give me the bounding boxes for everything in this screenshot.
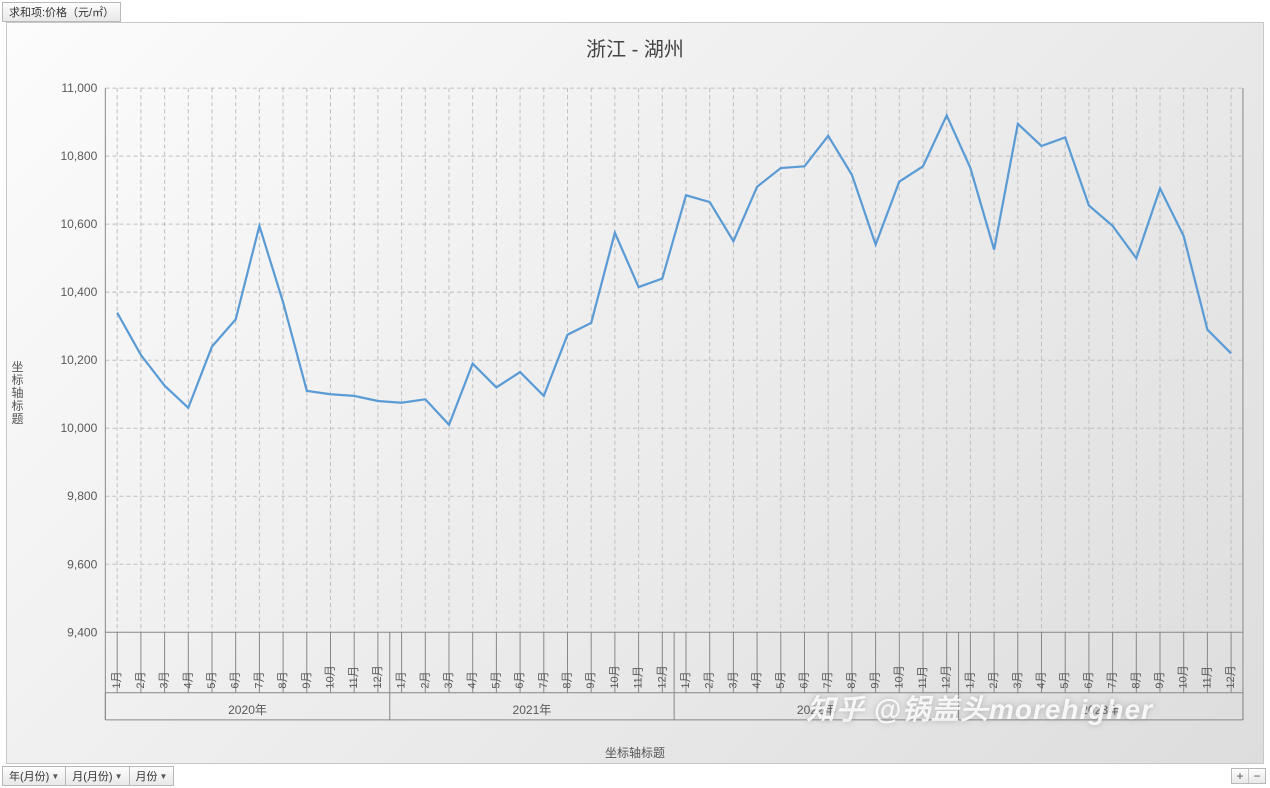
pivot-axis-filter[interactable]: 月份▼: [129, 766, 175, 786]
pivot-field-value-button[interactable]: 求和项:价格（元/㎡）: [2, 2, 121, 22]
svg-text:10,400: 10,400: [60, 285, 97, 299]
svg-text:5月: 5月: [1059, 671, 1071, 688]
chart-area[interactable]: 浙江 - 湖州 坐标轴标题 坐标轴标题 9,400 9,600 9,800 10,00…: [6, 22, 1264, 764]
chart-svg: 9,400 9,600 9,800 10,000 10,200 10,400 10,600 1…: [37, 68, 1253, 733]
y-axis-title: 坐标轴标题: [9, 361, 26, 426]
svg-text:12月: 12月: [372, 665, 384, 688]
chart-title: 浙江 - 湖州: [7, 33, 1263, 62]
svg-text:12月: 12月: [1225, 665, 1237, 688]
svg-text:4月: 4月: [751, 671, 763, 688]
svg-text:5月: 5月: [206, 671, 218, 688]
svg-text:12月: 12月: [941, 665, 953, 688]
svg-text:1月: 1月: [680, 671, 692, 688]
svg-text:1月: 1月: [111, 671, 123, 688]
svg-text:10,800: 10,800: [60, 149, 97, 163]
svg-text:8月: 8月: [846, 671, 858, 688]
svg-text:8月: 8月: [562, 671, 574, 688]
zoom-in-button[interactable]: +: [1232, 769, 1248, 783]
svg-text:7月: 7月: [253, 671, 265, 688]
svg-text:3月: 3月: [727, 671, 739, 688]
svg-text:10月: 10月: [1178, 665, 1190, 688]
svg-text:3月: 3月: [443, 671, 455, 688]
svg-text:11月: 11月: [348, 666, 360, 689]
svg-text:9,800: 9,800: [67, 489, 97, 503]
svg-text:11月: 11月: [917, 666, 929, 689]
svg-text:6月: 6月: [1083, 671, 1095, 688]
plot-area: 9,400 9,600 9,800 10,000 10,200 10,400 10,600 1…: [37, 68, 1253, 733]
filter-label: 月份: [136, 768, 158, 784]
svg-text:3月: 3月: [1012, 671, 1024, 688]
svg-text:9月: 9月: [301, 671, 313, 688]
svg-text:12月: 12月: [656, 665, 668, 688]
svg-text:9,400: 9,400: [67, 625, 97, 639]
svg-text:7月: 7月: [822, 671, 834, 688]
pivot-axis-filters: 年(月份)▼月(月份)▼月份▼: [2, 766, 173, 786]
svg-text:4月: 4月: [182, 671, 194, 688]
svg-text:5月: 5月: [490, 671, 502, 688]
svg-text:7月: 7月: [1107, 671, 1119, 688]
x-axis-title: 坐标轴标题: [7, 744, 1263, 761]
svg-text:9月: 9月: [870, 671, 882, 688]
svg-text:11,000: 11,000: [61, 81, 97, 95]
svg-text:6月: 6月: [230, 671, 242, 688]
svg-text:11月: 11月: [633, 666, 645, 689]
svg-text:6月: 6月: [514, 671, 526, 688]
svg-text:2022年: 2022年: [797, 703, 836, 717]
svg-text:1月: 1月: [396, 671, 408, 688]
svg-text:10月: 10月: [325, 665, 337, 688]
svg-text:10,200: 10,200: [60, 353, 97, 367]
svg-text:5月: 5月: [775, 671, 787, 688]
svg-text:8月: 8月: [277, 671, 289, 688]
svg-text:2023年: 2023年: [1081, 703, 1120, 717]
pivot-axis-filter[interactable]: 年(月份)▼: [2, 766, 66, 786]
svg-text:2021年: 2021年: [513, 703, 552, 717]
svg-text:7月: 7月: [538, 671, 550, 688]
pivot-axis-filter[interactable]: 月(月份)▼: [65, 766, 129, 786]
svg-text:2020年: 2020年: [228, 703, 267, 717]
excel-pivot-chart-frame: 求和项:价格（元/㎡） 浙江 - 湖州 坐标轴标题 坐标轴标题 9,400 9,6…: [0, 0, 1270, 788]
svg-text:1月: 1月: [964, 671, 976, 688]
svg-text:9月: 9月: [585, 671, 597, 688]
svg-text:10月: 10月: [609, 665, 621, 688]
svg-text:10月: 10月: [893, 665, 905, 688]
chevron-down-icon: ▼: [51, 772, 59, 781]
svg-text:8月: 8月: [1130, 671, 1142, 688]
svg-text:10,600: 10,600: [60, 217, 97, 231]
svg-text:2月: 2月: [135, 671, 147, 688]
chevron-down-icon: ▼: [115, 772, 123, 781]
svg-text:9月: 9月: [1154, 671, 1166, 688]
zoom-control: + −: [1231, 768, 1266, 784]
svg-text:4月: 4月: [467, 671, 479, 688]
filter-label: 月(月份): [72, 768, 112, 784]
pivot-field-value-label: 求和项:价格（元/㎡）: [9, 4, 114, 20]
zoom-out-button[interactable]: −: [1248, 769, 1265, 783]
svg-text:3月: 3月: [159, 671, 171, 688]
svg-text:11月: 11月: [1201, 666, 1213, 689]
svg-text:9,600: 9,600: [67, 557, 97, 571]
chevron-down-icon: ▼: [160, 772, 168, 781]
svg-text:6月: 6月: [799, 671, 811, 688]
filter-label: 年(月份): [9, 768, 49, 784]
svg-text:10,000: 10,000: [60, 421, 97, 435]
svg-text:2月: 2月: [419, 671, 431, 688]
svg-text:2月: 2月: [704, 671, 716, 688]
svg-text:4月: 4月: [1036, 671, 1048, 688]
svg-text:2月: 2月: [988, 671, 1000, 688]
